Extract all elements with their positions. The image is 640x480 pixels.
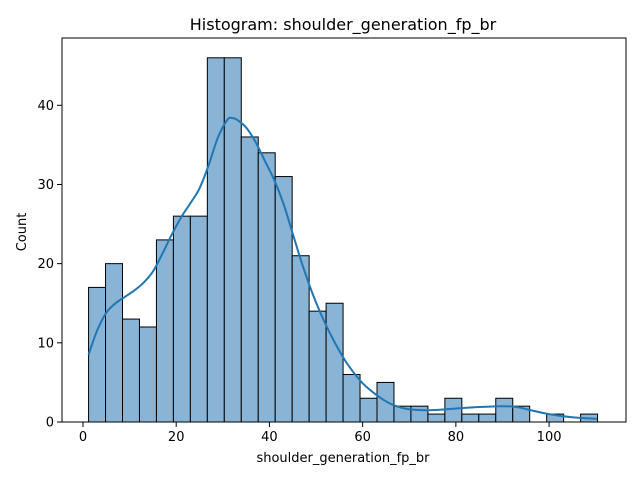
histogram-bar	[461, 413, 480, 423]
histogram-bar	[138, 326, 157, 423]
histogram-bar	[257, 152, 276, 423]
y-tick-label: 0	[46, 416, 54, 431]
y-tick-label: 20	[37, 257, 54, 272]
histogram-bar	[172, 215, 191, 423]
y-axis-ticks: 0 10 20 30 40	[37, 99, 62, 431]
histogram-bar	[478, 413, 497, 423]
chart-title: Histogram: shoulder_generation_fp_br	[190, 15, 497, 35]
histogram-bar	[427, 413, 446, 423]
histogram-bar	[223, 57, 242, 423]
histogram-bars	[88, 57, 599, 423]
histogram-bar	[155, 239, 174, 423]
histogram-bar	[88, 286, 107, 423]
histogram-bar	[495, 397, 514, 423]
histogram-bar	[206, 57, 225, 423]
histogram-bar	[189, 215, 208, 423]
x-tick-label: 60	[354, 430, 371, 445]
histogram-bar	[240, 136, 259, 423]
axes-frame	[61, 37, 627, 423]
y-tick-label: 40	[37, 99, 54, 114]
histogram-bar	[359, 397, 378, 423]
histogram-bar	[410, 405, 429, 423]
x-tick-label: 40	[261, 430, 278, 445]
x-tick-label: 80	[448, 430, 465, 445]
x-tick-label: 0	[79, 430, 87, 445]
y-axis-label: Count	[15, 213, 30, 252]
x-tick-label: 100	[537, 430, 562, 445]
kde-line	[87, 116, 598, 420]
histogram-bar	[325, 302, 344, 423]
y-tick-label: 30	[37, 178, 54, 193]
histogram-bar	[308, 310, 327, 423]
histogram-bar	[105, 263, 124, 423]
x-tick-label: 20	[168, 430, 185, 445]
x-axis-ticks: 0 20 40 60 80 100	[79, 422, 562, 445]
histogram-bar	[291, 255, 310, 423]
histogram-bar	[122, 318, 140, 423]
histogram-bar	[342, 373, 361, 423]
histogram-bar	[274, 176, 293, 423]
x-axis-label: shoulder_generation_fp_br	[256, 451, 430, 466]
y-tick-label: 10	[37, 336, 54, 351]
